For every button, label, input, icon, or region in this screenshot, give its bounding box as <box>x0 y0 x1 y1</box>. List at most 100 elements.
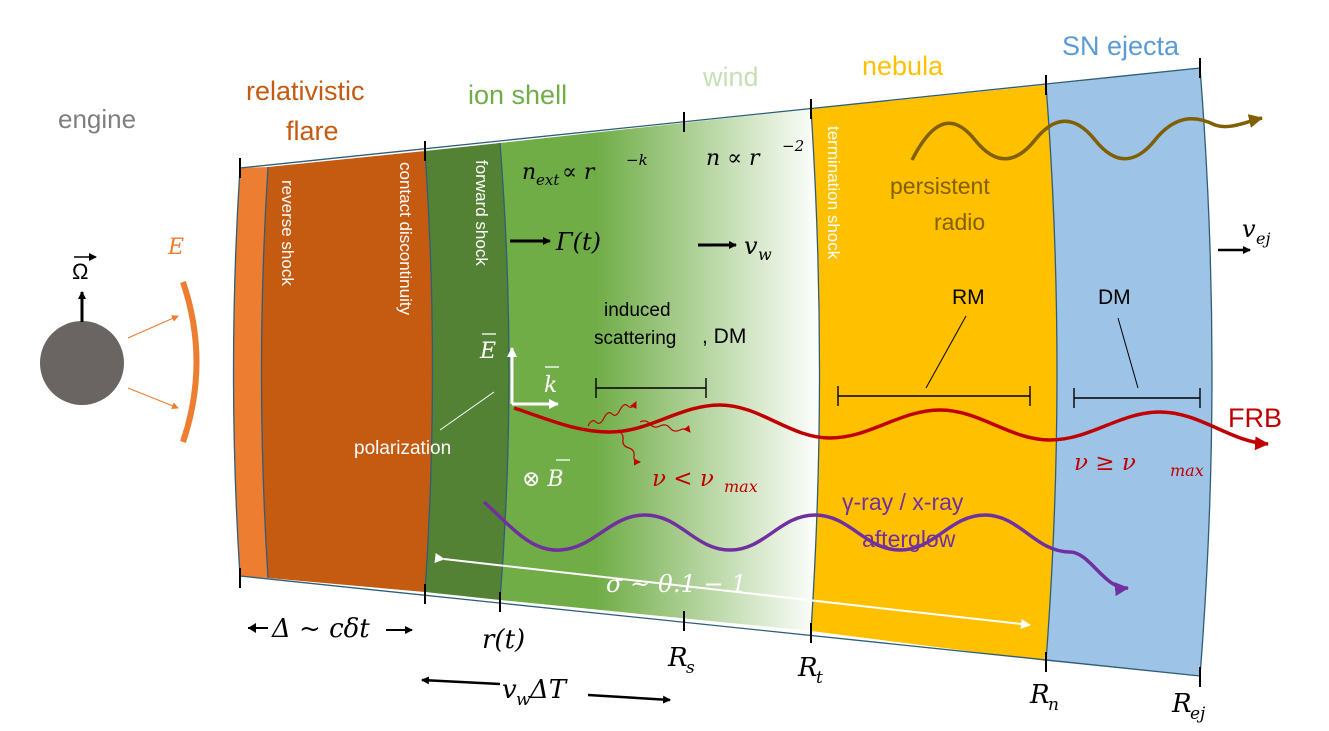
n-ext-formula: n ext ∝ r −k <box>522 151 648 189</box>
svg-text:R: R <box>1171 689 1192 719</box>
frb-wave <box>513 403 1269 451</box>
vw-dt-left-arrow <box>421 676 501 686</box>
inner-edge-line <box>232 167 241 577</box>
dm-comma-label: , DM <box>702 325 746 348</box>
svg-text:−2: −2 <box>782 137 804 155</box>
svg-text:R: R <box>797 653 818 683</box>
polarization-pointer <box>439 391 495 431</box>
svg-text:R: R <box>1029 680 1050 710</box>
vej-label: v ej <box>1242 215 1270 248</box>
rm-pointer <box>925 315 967 389</box>
svg-text:ej: ej <box>1256 229 1270 248</box>
dm-label: DM <box>1098 286 1131 309</box>
afterglow-wave <box>482 500 1129 597</box>
svg-text:max: max <box>1170 461 1204 480</box>
gamma-label: Γ(t) <box>555 228 601 256</box>
engine-ball <box>40 321 124 405</box>
e-vector-label: E <box>479 339 496 364</box>
svg-text:ν < ν: ν < ν <box>652 466 714 492</box>
ejecta-outer-line <box>1199 67 1213 677</box>
contact-discontinuity-line <box>424 150 434 593</box>
sn-ejecta-region <box>1046 68 1212 676</box>
scattering-label: scattering <box>594 328 676 349</box>
flare-ray-lower <box>127 387 179 410</box>
svg-text:ν ≥ ν: ν ≥ ν <box>1074 450 1136 476</box>
relativistic-label: relativistic <box>246 76 365 106</box>
rt-label: R t <box>797 653 823 688</box>
svg-text:v: v <box>502 675 517 705</box>
b-field-label: ⊗ B <box>522 467 564 492</box>
induced-label: induced <box>604 300 671 321</box>
svg-text:−k: −k <box>626 151 648 169</box>
svg-text:n ∝ r: n ∝ r <box>706 146 761 171</box>
scatter-squiggle-2 <box>617 429 641 466</box>
persistent-label: persistent <box>890 173 990 199</box>
svg-text:n: n <box>1048 695 1059 715</box>
n-wind-formula: n ∝ r −2 <box>706 137 804 171</box>
frb-label: FRB <box>1228 403 1282 433</box>
sigma-label: σ ~ 0.1 − 1 <box>606 570 747 598</box>
rs-label: R s <box>667 643 695 678</box>
sigma-arrow <box>434 553 1031 629</box>
afterglow-label: afterglow <box>862 526 956 552</box>
ion-shell-region <box>425 143 509 600</box>
reverse-shock-label: reverse shock <box>278 180 297 286</box>
nu-ge-label: ν ≥ ν max <box>1074 450 1204 480</box>
ion-shell-label: ion shell <box>468 80 567 110</box>
vw-dt-label: v w ΔT <box>502 675 568 710</box>
reverse-shock-line <box>260 166 269 579</box>
rm-label: RM <box>952 286 985 309</box>
scatter-squiggle-1 <box>587 401 637 427</box>
vw-label: v w <box>744 232 772 264</box>
svg-text:∝ r: ∝ r <box>562 160 596 185</box>
polarization-label: polarization <box>354 438 451 459</box>
energy-symbol: E <box>167 235 184 260</box>
svg-text:n: n <box>522 160 536 185</box>
gamma-xray-label: γ-ray / x-ray <box>842 489 964 515</box>
k-vector-label: k <box>544 373 557 398</box>
svg-text:s: s <box>686 658 695 678</box>
svg-text:ej: ej <box>1190 704 1206 724</box>
nu-less-label: ν < ν max <box>652 466 758 496</box>
wind-region <box>500 109 820 631</box>
rn-label: R n <box>1029 680 1059 715</box>
relativistic-flare-region <box>261 151 433 592</box>
wind-label: wind <box>702 62 759 92</box>
delta-left-arrowhead <box>248 623 256 633</box>
omega-symbol: Ω <box>72 259 88 284</box>
dm-ruler <box>1073 388 1201 408</box>
svg-text:w: w <box>758 245 772 264</box>
flare-arc <box>180 281 200 443</box>
flare-edge-region <box>233 167 268 578</box>
forward-shock-label: forward shock <box>472 160 491 266</box>
dm-pointer <box>1117 317 1139 389</box>
r-t-label: r(t) <box>482 625 525 655</box>
vw-dt-right-arrow <box>587 693 671 704</box>
boundary-lines <box>232 67 1213 677</box>
radio-label: radio <box>934 209 985 235</box>
svg-text:v: v <box>744 232 758 260</box>
scatter-squiggle-3 <box>639 420 691 433</box>
rej-label: R ej <box>1171 689 1206 724</box>
nebula-boundary-line <box>1045 84 1058 662</box>
top-ticks <box>239 58 1201 178</box>
flare-label: flare <box>286 116 339 146</box>
svg-text:ΔT: ΔT <box>529 675 568 705</box>
svg-text:max: max <box>724 477 758 496</box>
svg-text:ext: ext <box>536 171 560 189</box>
svg-text:t: t <box>816 668 823 688</box>
sn-ejecta-label: SN ejecta <box>1062 31 1180 61</box>
engine-label: engine <box>58 104 136 134</box>
termination-shock-label: termination shock <box>824 126 843 260</box>
svg-text:v: v <box>1242 215 1256 243</box>
top-edge-line <box>239 67 1201 169</box>
svg-text:w: w <box>516 690 531 710</box>
nebula-label: nebula <box>862 51 944 81</box>
forward-shock-line <box>499 142 510 601</box>
induced-ruler <box>595 378 707 398</box>
svg-text:R: R <box>667 643 688 673</box>
persistent-radio-wave <box>910 114 1263 161</box>
flare-ray-upper <box>127 315 179 339</box>
